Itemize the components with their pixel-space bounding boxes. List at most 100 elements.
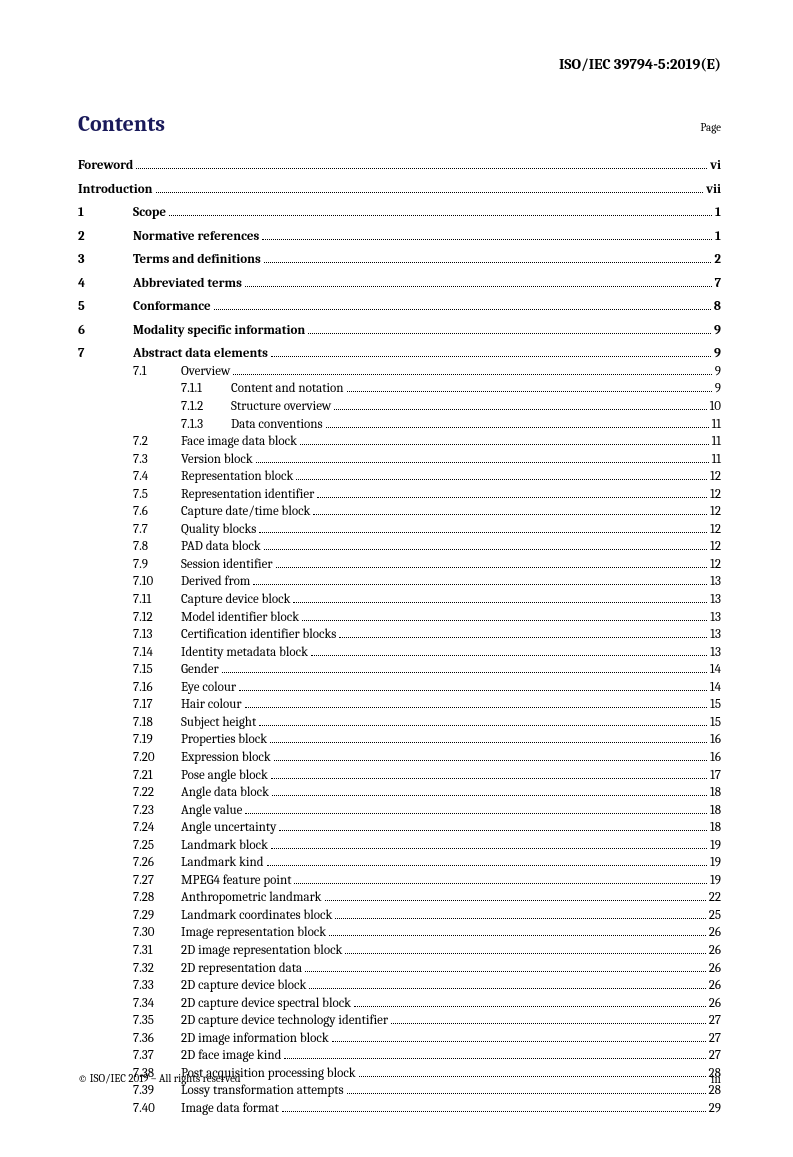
toc-entry[interactable]: 7.1.1Content and notation9 xyxy=(181,380,721,398)
toc-entry[interactable]: 7.14Identity metadata block13 xyxy=(133,644,721,662)
toc-entry[interactable]: 7.7Quality blocks12 xyxy=(133,521,721,539)
toc-entry[interactable]: 7.11Capture device block13 xyxy=(133,591,721,609)
toc-entry[interactable]: 7.4Representation block12 xyxy=(133,468,721,486)
toc-number: 7.20 xyxy=(133,749,181,767)
toc-number: 3 xyxy=(78,251,133,269)
toc-entry[interactable]: 7.19Properties block16 xyxy=(133,731,721,749)
toc-entry[interactable]: 7.352D capture device technology identif… xyxy=(133,1012,721,1030)
toc-entry[interactable]: 7.12Model identifier block13 xyxy=(133,609,721,627)
toc-page: 10 xyxy=(710,398,721,416)
toc-number: 7.1.2 xyxy=(181,398,231,416)
toc-entry[interactable]: 7.362D image information block27 xyxy=(133,1030,721,1048)
toc-leader xyxy=(245,698,708,708)
toc-page: 11 xyxy=(712,433,721,451)
toc-entry[interactable]: 7.10Derived from13 xyxy=(133,573,721,591)
toc-entry[interactable]: 7.17Hair colour15 xyxy=(133,696,721,714)
toc-number: 7.28 xyxy=(133,889,181,907)
toc-entry[interactable]: 5Conformance8 xyxy=(78,298,721,316)
toc-entry[interactable]: 3Terms and definitions2 xyxy=(78,251,721,269)
toc-entry[interactable]: 7.8PAD data block12 xyxy=(133,538,721,556)
toc-label: Structure overview xyxy=(231,398,331,416)
toc-entry[interactable]: 7.20Expression block16 xyxy=(133,749,721,767)
toc-entry[interactable]: 7.30Image representation block26 xyxy=(133,924,721,942)
toc-number: 7.33 xyxy=(133,977,181,995)
toc-label: Angle data block xyxy=(181,784,269,802)
toc-leader xyxy=(156,182,704,192)
toc-entry[interactable]: 7.26Landmark kind19 xyxy=(133,854,721,872)
toc-number: 7.19 xyxy=(133,731,181,749)
footer-page-number: iii xyxy=(711,1072,721,1086)
toc-number: 7.1 xyxy=(133,363,181,381)
toc-entry[interactable]: 7.322D representation data26 xyxy=(133,960,721,978)
toc-entry[interactable]: 7.3Version block11 xyxy=(133,451,721,469)
toc-page: 2 xyxy=(714,251,721,269)
toc-number: 7.40 xyxy=(133,1100,181,1118)
toc-entry[interactable]: 7.40Image data format29 xyxy=(133,1100,721,1118)
toc-entry[interactable]: Forewordvi xyxy=(78,157,721,175)
toc-number: 7.34 xyxy=(133,995,181,1013)
toc-entry[interactable]: 7.9Session identifier12 xyxy=(133,556,721,574)
toc-entry[interactable]: 7.24Angle uncertainty18 xyxy=(133,819,721,837)
toc-number: 7.23 xyxy=(133,802,181,820)
toc-page: 12 xyxy=(710,556,721,574)
toc-page: 9 xyxy=(715,363,721,381)
toc-leader xyxy=(245,803,707,813)
toc-leader xyxy=(296,470,707,480)
toc-entry[interactable]: 7.332D capture device block26 xyxy=(133,977,721,995)
toc-leader xyxy=(391,1014,706,1024)
toc-entry[interactable]: 7.1.3Data conventions11 xyxy=(181,416,721,434)
toc-entry[interactable]: 7Abstract data elements9 xyxy=(78,345,721,363)
toc-entry[interactable]: 7.28Anthropometric landmark22 xyxy=(133,889,721,907)
toc-leader xyxy=(282,1102,706,1112)
toc-entry[interactable]: 7.5Representation identifier12 xyxy=(133,486,721,504)
page-footer: © ISO/IEC 2019 – All rights reserved iii xyxy=(78,1072,721,1086)
toc-entry[interactable]: 7.13Certification identifier blocks13 xyxy=(133,626,721,644)
toc-page: 13 xyxy=(710,591,721,609)
toc-leader xyxy=(256,452,709,462)
toc-number: 7.12 xyxy=(133,609,181,627)
toc-label: 2D capture device spectral block xyxy=(181,995,351,1013)
toc-entry[interactable]: 7.15Gender14 xyxy=(133,661,721,679)
toc-leader xyxy=(264,253,712,263)
toc-label: Image representation block xyxy=(181,924,326,942)
page-content: ISO/IEC 39794-5:2019(E) Contents Page Fo… xyxy=(0,0,793,1157)
toc-page: 27 xyxy=(709,1030,721,1048)
toc-leader xyxy=(311,645,707,655)
toc-entry[interactable]: 2Normative references1 xyxy=(78,228,721,246)
toc-entry[interactable]: 7.1Overview9 xyxy=(133,363,721,381)
toc-label: Representation identifier xyxy=(181,486,314,504)
toc-page: 19 xyxy=(710,872,721,890)
toc-entry[interactable]: 4Abbreviated terms7 xyxy=(78,275,721,293)
toc-number: 7.21 xyxy=(133,767,181,785)
toc-entry[interactable]: 7.29Landmark coordinates block25 xyxy=(133,907,721,925)
toc-page: 29 xyxy=(709,1100,721,1118)
toc-entry[interactable]: 7.22Angle data block18 xyxy=(133,784,721,802)
toc-entry[interactable]: 1Scope1 xyxy=(78,204,721,222)
toc-number: 7.2 xyxy=(133,433,181,451)
toc-entry[interactable]: 7.27MPEG4 feature point19 xyxy=(133,872,721,890)
toc-leader xyxy=(239,680,707,690)
toc-number: 6 xyxy=(78,322,133,340)
toc-entry[interactable]: 7.342D capture device spectral block26 xyxy=(133,995,721,1013)
toc-page: 16 xyxy=(710,749,721,767)
toc-entry[interactable]: 7.23Angle value18 xyxy=(133,802,721,820)
toc-number: 7.18 xyxy=(133,714,181,732)
toc-entry[interactable]: 7.312D image representation block26 xyxy=(133,942,721,960)
toc-entry[interactable]: 7.372D face image kind27 xyxy=(133,1047,721,1065)
toc-entry[interactable]: Introductionvii xyxy=(78,181,721,199)
toc-entry[interactable]: 7.25Landmark block19 xyxy=(133,837,721,855)
toc-label: Version block xyxy=(181,451,253,469)
toc-leader xyxy=(284,1049,705,1059)
toc-leader xyxy=(233,365,711,375)
toc-entry[interactable]: 7.18Subject height15 xyxy=(133,714,721,732)
toc-number: 7.14 xyxy=(133,644,181,662)
toc-leader xyxy=(262,229,712,239)
toc-entry[interactable]: 7.6Capture date/time block12 xyxy=(133,503,721,521)
toc-entry[interactable]: 6Modality specific information9 xyxy=(78,322,721,340)
toc-entry[interactable]: 7.2Face image data block11 xyxy=(133,433,721,451)
toc-entry[interactable]: 7.21Pose angle block17 xyxy=(133,767,721,785)
toc-entry[interactable]: 7.16Eye colour14 xyxy=(133,679,721,697)
toc-number: 7.26 xyxy=(133,854,181,872)
toc-entry[interactable]: 7.1.2Structure overview 10 xyxy=(181,398,721,416)
toc-label: Abstract data elements xyxy=(133,345,268,363)
